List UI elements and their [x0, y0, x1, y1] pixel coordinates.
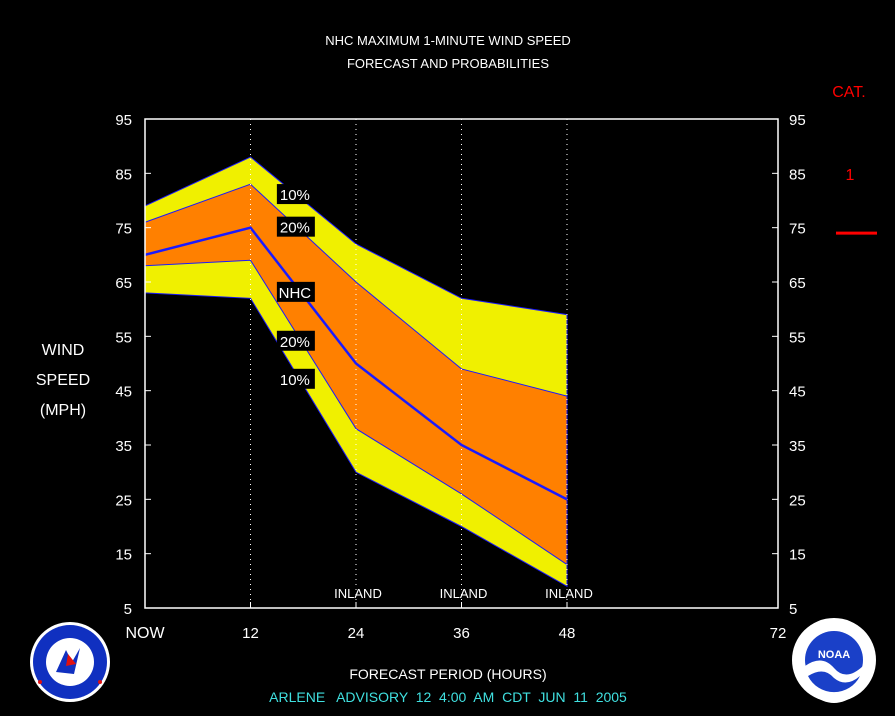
- band-label-bg-4: [276, 368, 315, 389]
- band-label: 20%: [280, 334, 310, 351]
- ytick-label-left: 65: [115, 275, 132, 292]
- noaa-logo-text: NOAA: [818, 649, 850, 661]
- band-label: 20%: [280, 220, 310, 237]
- band-label: NHC: [279, 285, 312, 302]
- inland-annotation: INLAND: [440, 586, 488, 601]
- y-axis-label-line3: (MPH): [40, 402, 86, 419]
- band-label-bg-0: [276, 184, 315, 205]
- ytick-label-right: 5: [789, 601, 797, 618]
- ytick-label-right: 15: [789, 547, 806, 564]
- ytick-label-left: 35: [115, 438, 132, 455]
- band-labels: 10% 20% NHC 20% 10%: [276, 184, 315, 389]
- ytick-label-right: 65: [789, 275, 806, 292]
- xtick-label: 24: [348, 625, 365, 642]
- nhc-forecast-line: [144, 226, 568, 501]
- y-axis-label-line2: SPEED: [36, 372, 90, 389]
- ytick-label-right: 95: [789, 112, 806, 129]
- category-1-label: 1: [846, 167, 855, 184]
- xtick-label: 12: [242, 625, 259, 642]
- band-label-bg-3: [276, 330, 315, 351]
- ytick-label-right: 45: [789, 384, 806, 401]
- inland-annotation: INLAND: [545, 586, 593, 601]
- ytick-label-left: 15: [115, 547, 132, 564]
- ytick-label-left: 85: [115, 166, 132, 183]
- ytick-label-left: 25: [115, 492, 132, 509]
- category-header: CAT.: [832, 84, 865, 101]
- chart-subtitle: FORECAST AND PROBABILITIES: [347, 56, 549, 71]
- ytick-label-right: 75: [789, 221, 806, 238]
- ytick-label-left: 5: [124, 601, 132, 618]
- band-label-bg-2: [276, 281, 315, 302]
- ytick-label-right: 35: [789, 438, 806, 455]
- band-label: 10%: [280, 372, 310, 389]
- chart-title: NHC MAXIMUM 1-MINUTE WIND SPEED: [325, 33, 571, 48]
- noaa-logo: NOAA: [792, 618, 876, 703]
- ytick-label-left: 45: [115, 384, 132, 401]
- inland-annotations: INLAND INLAND INLAND: [334, 586, 593, 601]
- nhc-line-path: [144, 226, 568, 501]
- ytick-label-right: 25: [789, 492, 806, 509]
- xtick-label: 48: [559, 625, 576, 642]
- ytick-label-right: 55: [789, 329, 806, 346]
- y-axis-label-line1: WIND: [42, 342, 85, 359]
- ytick-label-right: 85: [789, 166, 806, 183]
- ytick-label-left: 95: [115, 112, 132, 129]
- band-label-bg-1: [276, 216, 315, 237]
- nws-logo: [30, 622, 110, 702]
- xtick-label: 72: [770, 625, 787, 642]
- ytick-label-left: 75: [115, 221, 132, 238]
- x-axis-label: FORECAST PERIOD (HOURS): [349, 666, 546, 682]
- advisory-text: ARLENE ADVISORY 12 4:00 AM CDT JUN 11 20…: [269, 689, 627, 705]
- probability-bands: [144, 156, 568, 588]
- ytick-label-left: 55: [115, 329, 132, 346]
- xtick-label: NOW: [125, 625, 165, 642]
- band-label: 10%: [280, 187, 310, 204]
- xtick-label: 36: [453, 625, 470, 642]
- inland-annotation: INLAND: [334, 586, 382, 601]
